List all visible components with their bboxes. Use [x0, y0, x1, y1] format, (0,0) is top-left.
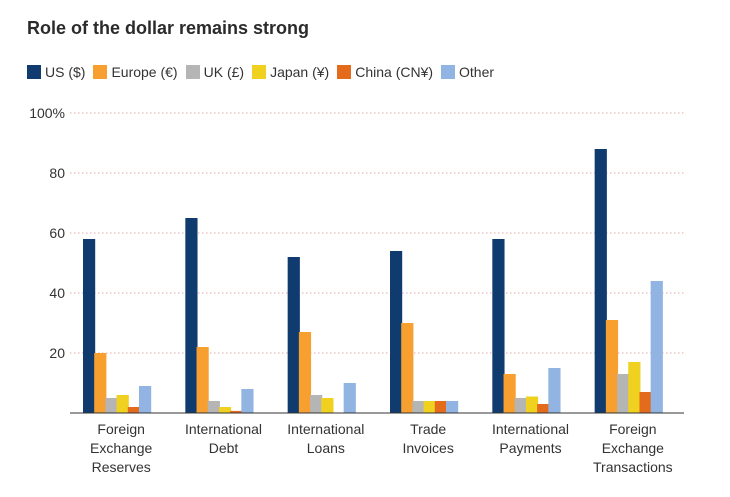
x-category-label-line: Payments	[499, 440, 561, 456]
bar-foreign-exchange-transactions-japan	[628, 362, 641, 413]
bar-international-payments-china-cn	[537, 404, 550, 413]
x-category-label-foreign-exchange-reserves: Foreign Exchange Reserves	[90, 421, 152, 475]
x-category-label-line: Invoices	[402, 440, 453, 456]
legend-swatch-other	[441, 65, 456, 79]
bars	[83, 149, 663, 413]
bar-international-debt-japan	[218, 407, 232, 413]
bar-trade-invoices-china-cn	[434, 401, 447, 413]
x-category-label-line: International	[185, 421, 262, 437]
bar-foreign-exchange-transactions-china-cn	[639, 392, 652, 413]
bar-trade-invoices-europe	[401, 323, 414, 413]
x-category-label-foreign-exchange-transactions: Foreign Exchange Transactions	[593, 421, 673, 475]
x-category-label-line: Exchange	[602, 440, 664, 456]
x-category-label-line: Transactions	[593, 459, 673, 475]
y-tick-label-80: 80	[49, 165, 65, 181]
x-category-label-line: Foreign	[97, 421, 144, 437]
x-category-label-line: Debt	[209, 440, 239, 456]
x-category-label-line: Loans	[307, 440, 345, 456]
legend-label-japan: Japan (¥)	[270, 64, 330, 80]
x-category-label-international-debt: International Debt	[185, 421, 262, 456]
legend: US ($) Europe (€) UK (£) Japan (¥) China…	[27, 64, 502, 80]
legend-label-us: US ($)	[45, 64, 86, 80]
chart-title: Role of the dollar remains strong	[27, 18, 310, 38]
legend-swatch-china	[337, 65, 352, 79]
bar-international-debt-europe	[196, 347, 209, 413]
bar-trade-invoices-other	[446, 401, 459, 413]
legend-label-europe: Europe (€)	[111, 64, 178, 80]
legend-swatch-europe	[93, 65, 108, 79]
bar-international-debt-china-cn	[230, 410, 243, 413]
bar-trade-invoices-us	[390, 251, 403, 413]
bar-international-payments-europe	[503, 374, 516, 413]
bar-foreign-exchange-reserves-japan	[116, 395, 129, 413]
bar-international-payments-us	[492, 239, 505, 413]
legend-item-china: China (CN¥)	[337, 64, 433, 80]
legend-label-other: Other	[459, 64, 495, 80]
x-category-label-international-loans: International Loans	[287, 421, 364, 456]
bar-international-debt-other	[241, 389, 254, 413]
bar-international-loans-japan	[321, 398, 334, 413]
legend-swatch-japan	[252, 65, 267, 79]
legend-swatch-uk	[185, 65, 200, 79]
x-category-label-line: Reserves	[92, 459, 151, 475]
x-category-label-line: International	[492, 421, 569, 437]
bar-foreign-exchange-reserves-europe	[94, 353, 107, 413]
y-axis-ticks: 20 40 60 80 100%	[29, 105, 65, 361]
bar-trade-invoices-japan	[423, 401, 436, 413]
bar-foreign-exchange-transactions-uk	[617, 374, 630, 413]
legend-swatch-us	[27, 65, 41, 79]
bar-international-loans-europe	[298, 332, 312, 413]
legend-item-europe: Europe (€)	[93, 64, 178, 80]
bar-foreign-exchange-transactions-other	[650, 281, 663, 413]
bar-foreign-exchange-reserves-uk	[105, 398, 118, 413]
bar-foreign-exchange-transactions-us	[594, 149, 607, 413]
y-tick-label-40: 40	[49, 285, 65, 301]
bar-foreign-exchange-reserves-other	[139, 386, 152, 413]
x-category-label-international-payments: International Payments	[492, 421, 569, 456]
bar-international-loans-us	[287, 257, 300, 413]
bar-international-debt-us	[185, 218, 198, 413]
bar-foreign-exchange-reserves-us	[83, 239, 96, 413]
bar-international-payments-uk	[514, 398, 527, 413]
bar-international-loans-other	[343, 383, 356, 413]
y-tick-label-20: 20	[49, 345, 65, 361]
bar-international-loans-uk	[310, 395, 323, 413]
bar-foreign-exchange-transactions-europe	[605, 320, 619, 413]
y-tick-label-60: 60	[49, 225, 65, 241]
bar-trade-invoices-uk	[412, 401, 425, 413]
legend-item-uk: UK (£)	[185, 64, 245, 80]
legend-label-china: China (CN¥)	[355, 64, 434, 80]
gridlines	[70, 112, 684, 354]
bar-international-payments-japan	[525, 396, 539, 413]
legend-item-japan: Japan (¥)	[252, 64, 329, 80]
x-category-label-trade-invoices: Trade Invoices	[402, 421, 453, 456]
legend-item-other: Other	[441, 64, 494, 80]
category-labels: Foreign Exchange Reserves International Debt…	[90, 421, 673, 475]
bar-foreign-exchange-reserves-china-cn	[127, 407, 140, 413]
x-category-label-line: Foreign	[609, 421, 656, 437]
legend-label-uk: UK (£)	[203, 64, 245, 80]
x-category-label-line: International	[287, 421, 364, 437]
x-category-label-line: Trade	[410, 421, 446, 437]
bar-international-payments-other	[548, 368, 561, 413]
bar-international-debt-uk	[207, 401, 220, 413]
x-category-label-line: Exchange	[90, 440, 152, 456]
y-tick-label-100: 100%	[29, 105, 65, 121]
legend-item-us: US ($)	[27, 64, 85, 80]
